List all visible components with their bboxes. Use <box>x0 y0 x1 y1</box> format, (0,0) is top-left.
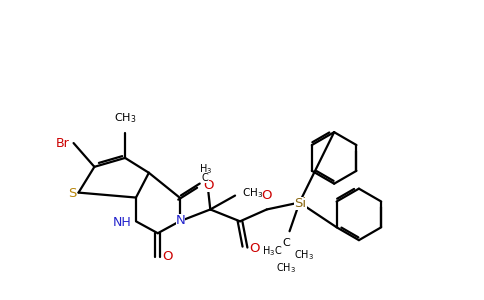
Text: CH$_3$: CH$_3$ <box>275 261 296 275</box>
Text: NH: NH <box>112 216 131 229</box>
Text: N: N <box>176 214 185 227</box>
Text: O: O <box>203 179 214 192</box>
Text: S: S <box>68 187 76 200</box>
Text: Br: Br <box>56 136 70 150</box>
Text: H$_3$C: H$_3$C <box>261 244 282 258</box>
Text: O: O <box>162 250 172 263</box>
Text: O: O <box>261 188 272 202</box>
Text: O: O <box>249 242 259 255</box>
Text: Si: Si <box>294 197 306 210</box>
Text: CH$_3$: CH$_3$ <box>114 111 136 125</box>
Text: C: C <box>283 238 290 248</box>
Text: CH$_3$: CH$_3$ <box>242 186 263 200</box>
Text: C: C <box>202 173 209 183</box>
Text: H$_3$: H$_3$ <box>199 162 212 176</box>
Text: CH$_3$: CH$_3$ <box>293 248 314 262</box>
